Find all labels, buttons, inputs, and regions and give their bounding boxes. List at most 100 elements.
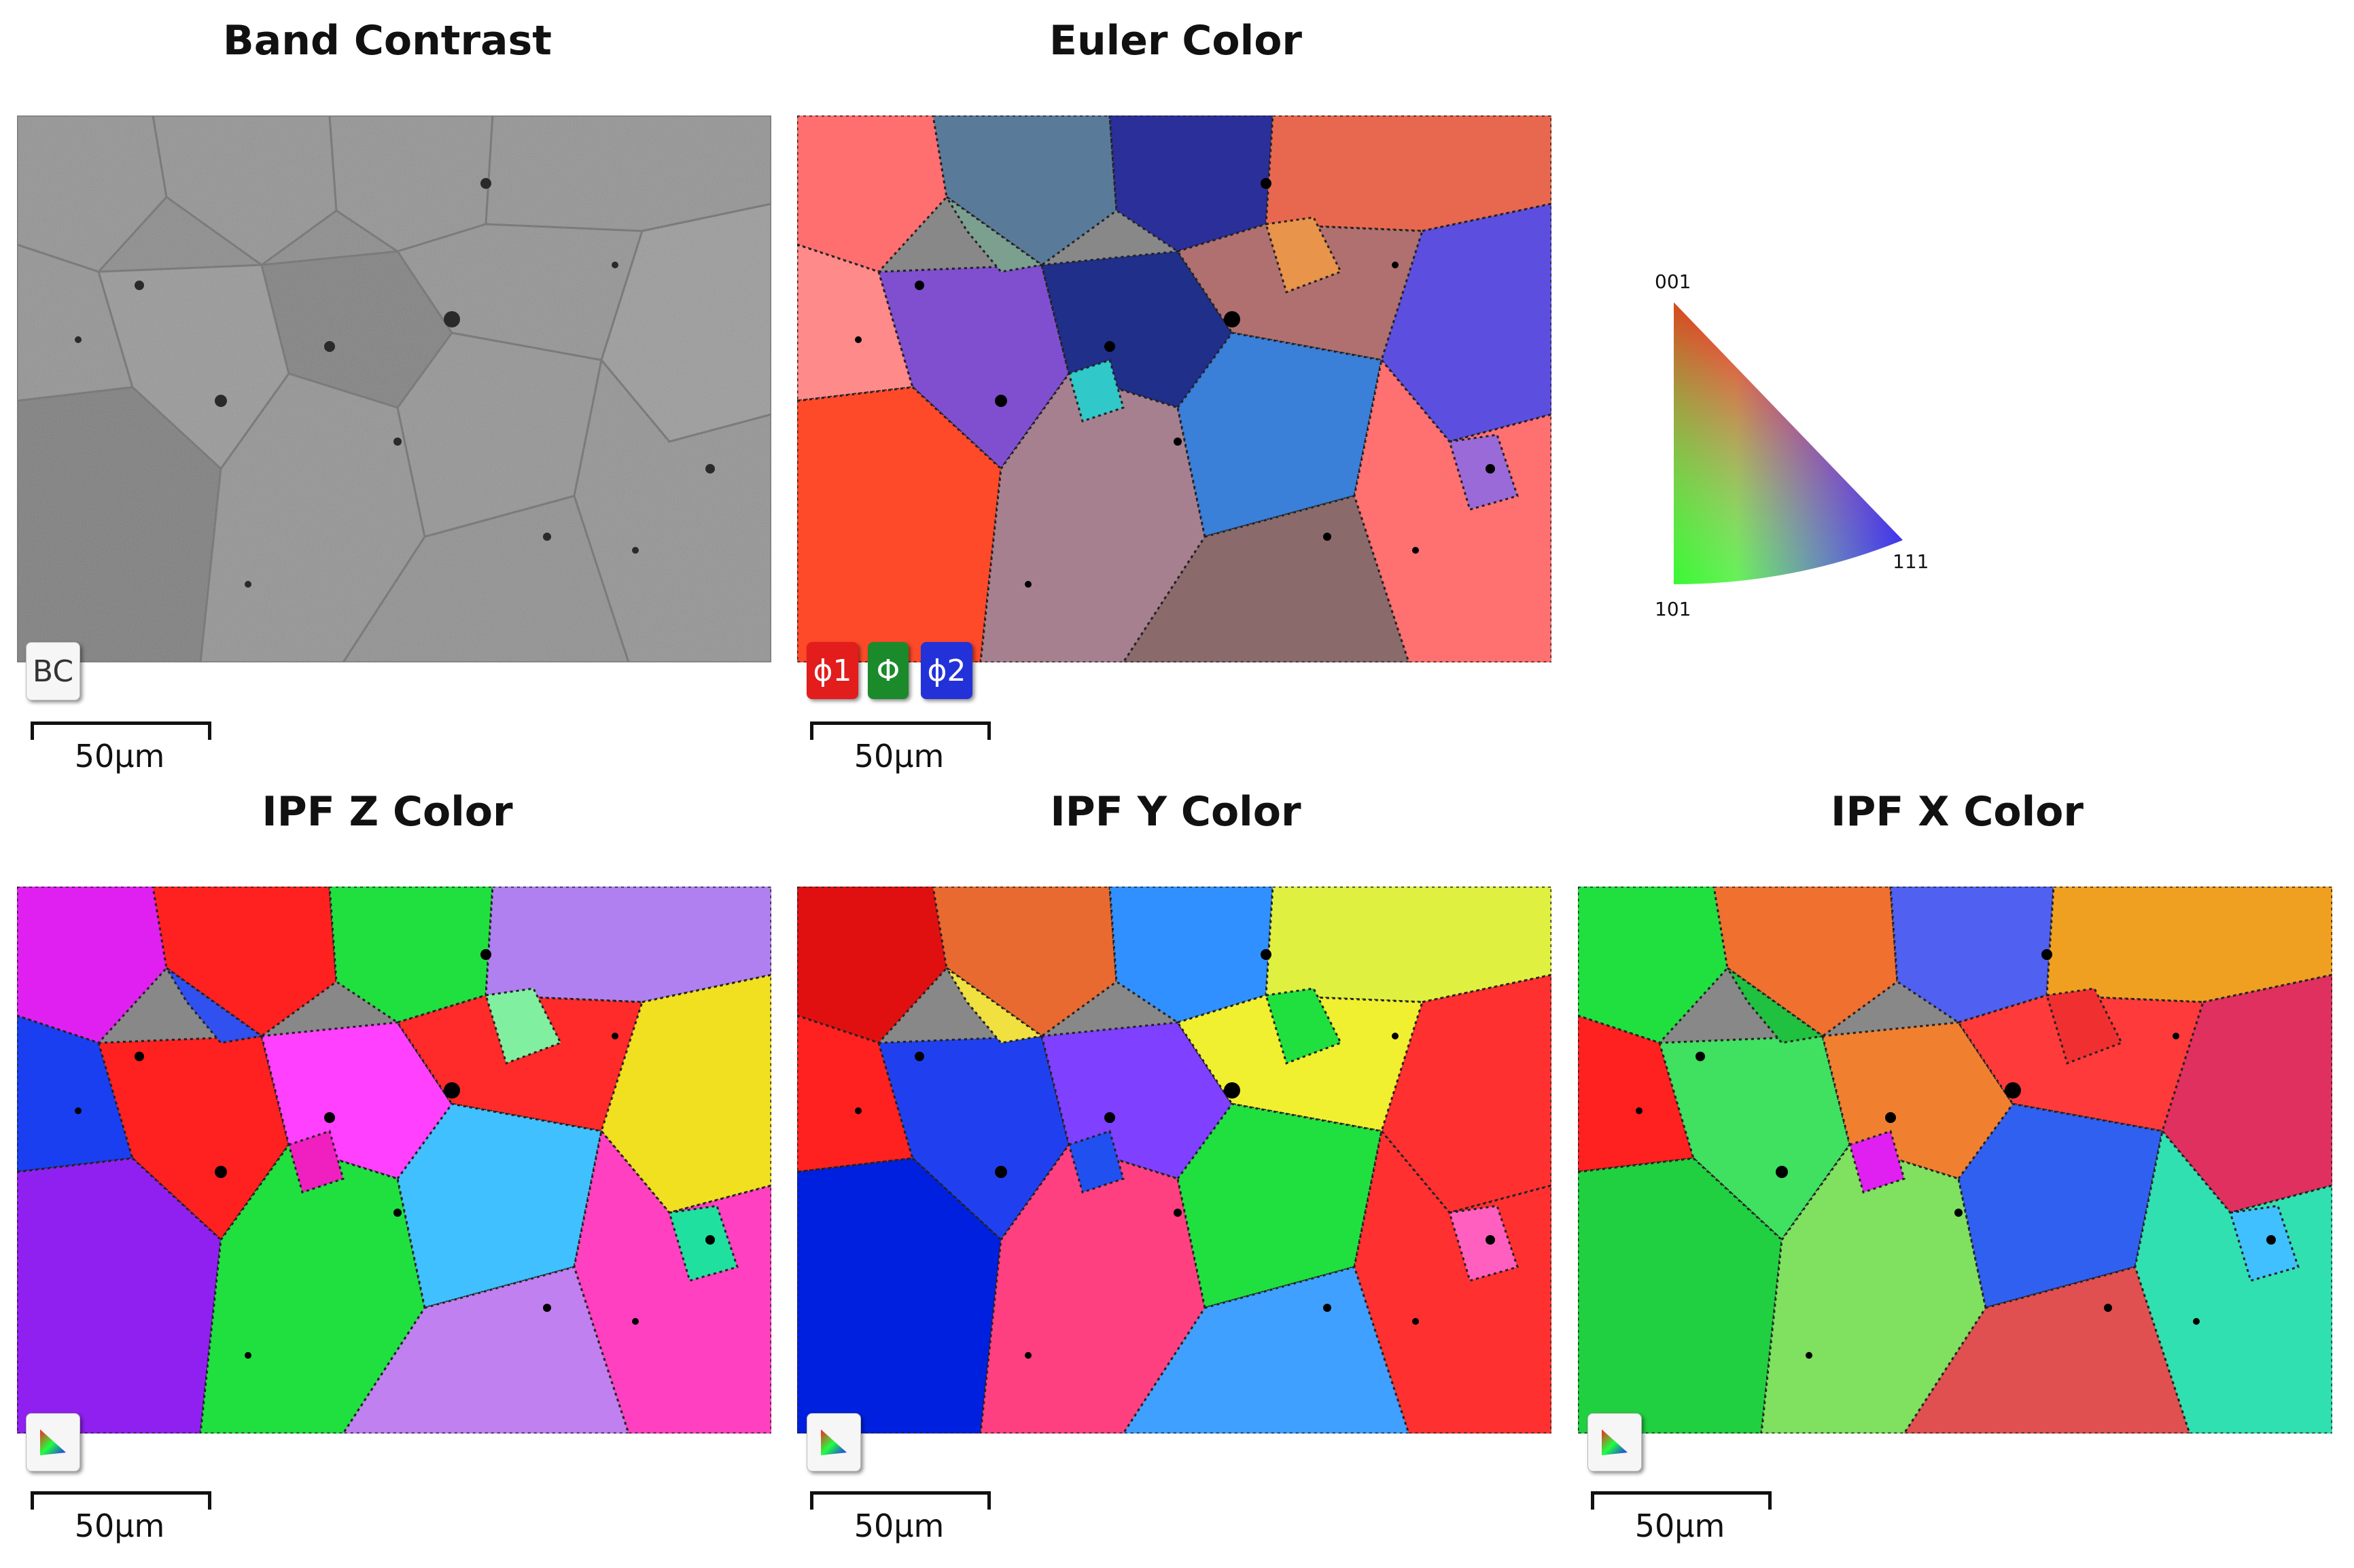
ipf-z-grain bbox=[17, 1157, 222, 1433]
ipf-x-pore bbox=[1885, 1112, 1896, 1123]
euler-pore bbox=[1104, 341, 1115, 352]
ipf-z-grain bbox=[342, 1266, 630, 1433]
ipf-z-key-icon bbox=[26, 1413, 80, 1472]
euler-grain bbox=[797, 115, 948, 273]
ipf-x-pore bbox=[2266, 1235, 2276, 1245]
ipf-x-grain bbox=[2161, 974, 2332, 1214]
ipf-x-pore bbox=[2104, 1304, 2112, 1312]
ipf-x-pore bbox=[1636, 1107, 1642, 1114]
ipf-x-scalebar-label: 50μm bbox=[1634, 1508, 1725, 1544]
ipf-z-pore bbox=[632, 1318, 639, 1325]
ipf-y-grain bbox=[1265, 987, 1343, 1065]
euler-pore bbox=[855, 336, 862, 343]
band-contrast-title: Band Contrast bbox=[223, 17, 552, 65]
ipf-z-color-title: IPF Z Color bbox=[262, 788, 513, 836]
ipf-y-grain bbox=[1176, 994, 1424, 1133]
euler-pore bbox=[1261, 178, 1271, 189]
ipf-z-color-map bbox=[17, 887, 771, 1433]
euler-pore bbox=[995, 395, 1007, 407]
phi1-badge: ϕ1 bbox=[807, 642, 858, 699]
ipf-x-pore bbox=[2041, 949, 2052, 960]
ipf-y-scalebar-label: 50μm bbox=[854, 1508, 945, 1544]
ipf-y-pore bbox=[1224, 1082, 1240, 1099]
ipf-y-pore bbox=[1323, 1304, 1331, 1312]
ipf-y-color-map bbox=[797, 887, 1551, 1433]
ipf-x-pore bbox=[2193, 1318, 2200, 1325]
ipf-y-grain bbox=[1380, 974, 1551, 1214]
euler-pore bbox=[1323, 533, 1331, 541]
ipf-x-grain bbox=[1848, 1130, 1905, 1194]
ipf-x-grain bbox=[2045, 987, 2124, 1065]
ipf-x-pore bbox=[2173, 1033, 2179, 1039]
euler-color-map bbox=[797, 115, 1551, 662]
phi2-label: ϕ2 bbox=[927, 653, 966, 688]
ipf-y-grain bbox=[1448, 1205, 1519, 1282]
euler-pore bbox=[1025, 581, 1032, 588]
ipf-z-pore bbox=[324, 1112, 335, 1123]
ipf-x-grain bbox=[1956, 994, 2205, 1133]
euler-grain bbox=[1448, 433, 1519, 511]
ipf-y-grain bbox=[1068, 1130, 1125, 1194]
ipf-x-grain bbox=[1726, 967, 1825, 1044]
ipf-y-pore bbox=[1025, 1352, 1032, 1359]
euler-grain bbox=[1176, 223, 1424, 361]
ipf-y-pore bbox=[855, 1107, 862, 1114]
bc-badge-label: BC bbox=[32, 654, 74, 689]
ipf-x-pore bbox=[2005, 1082, 2021, 1099]
ipf-y-pore bbox=[1392, 1033, 1399, 1039]
ipf-z-scalebar-label: 50μm bbox=[74, 1508, 165, 1544]
euler-grain bbox=[932, 115, 1118, 266]
ipf-z-pore bbox=[480, 949, 491, 960]
ipf-x-grain bbox=[2229, 1205, 2300, 1282]
euler-grain bbox=[797, 243, 914, 402]
ipf-x-color-map bbox=[1578, 887, 2332, 1433]
ipf-x-pore bbox=[1806, 1352, 1812, 1359]
ipf-y-grain bbox=[1122, 1266, 1410, 1433]
euler-pore bbox=[1412, 547, 1419, 554]
ipf-x-color-title: IPF X Color bbox=[1831, 788, 2084, 836]
euler-scalebar: 50μm bbox=[810, 721, 991, 774]
ipf-z-pore bbox=[705, 1235, 715, 1245]
ipf-y-grain bbox=[932, 887, 1118, 1037]
Phi-badge: Φ bbox=[868, 642, 909, 699]
band-contrast-map bbox=[17, 115, 771, 662]
euler-grain bbox=[1068, 359, 1125, 423]
ipf-z-pore bbox=[75, 1107, 82, 1114]
ipf-z-scalebar: 50μm bbox=[31, 1491, 211, 1544]
ipf-x-grain bbox=[1578, 887, 1729, 1044]
ipf-x-grain bbox=[1578, 1014, 1695, 1173]
ipf-z-pore bbox=[135, 1052, 144, 1061]
ipf-x-key-icon bbox=[1587, 1413, 1642, 1472]
bc-scalebar-label: 50μm bbox=[74, 738, 165, 774]
ipf-z-grain bbox=[17, 887, 168, 1044]
euler-pore bbox=[1392, 262, 1399, 268]
ipf-y-grain bbox=[797, 1157, 1002, 1433]
ipf-z-grain bbox=[287, 1130, 345, 1194]
ipf-x-grain bbox=[1712, 887, 1899, 1037]
ipf-z-pore bbox=[215, 1166, 227, 1178]
ipf-z-grain bbox=[668, 1205, 739, 1282]
ipf-x-pore bbox=[1776, 1166, 1788, 1178]
euler-color-title: Euler Color bbox=[1049, 17, 1303, 65]
euler-pore bbox=[915, 281, 924, 290]
bc-scalebar: 50μm bbox=[31, 721, 211, 774]
ipf-y-key-icon bbox=[807, 1413, 861, 1472]
ipf-y-grain bbox=[1265, 887, 1551, 1003]
ipf-z-grain bbox=[152, 887, 338, 1037]
ipf-x-grain bbox=[1903, 1266, 2191, 1433]
ipf-y-pore bbox=[1412, 1318, 1419, 1325]
ipf-x-grain bbox=[1578, 1157, 1783, 1433]
ipf-z-grain bbox=[17, 1014, 134, 1173]
ipf-y-pore bbox=[1174, 1209, 1182, 1217]
euler-grain bbox=[1265, 216, 1343, 293]
ipf-z-grain bbox=[396, 994, 644, 1133]
ipf-x-scalebar: 50μm bbox=[1591, 1491, 1772, 1544]
phi1-label: ϕ1 bbox=[813, 653, 852, 688]
ipf-y-grain bbox=[945, 967, 1044, 1044]
ipf-y-pore bbox=[915, 1052, 924, 1061]
ipf-y-pore bbox=[1261, 949, 1271, 960]
euler-pore bbox=[1174, 438, 1182, 446]
ipf-y-pore bbox=[995, 1166, 1007, 1178]
ipf-key-001-label: 001 bbox=[1655, 270, 1691, 293]
euler-grain bbox=[1265, 115, 1551, 232]
